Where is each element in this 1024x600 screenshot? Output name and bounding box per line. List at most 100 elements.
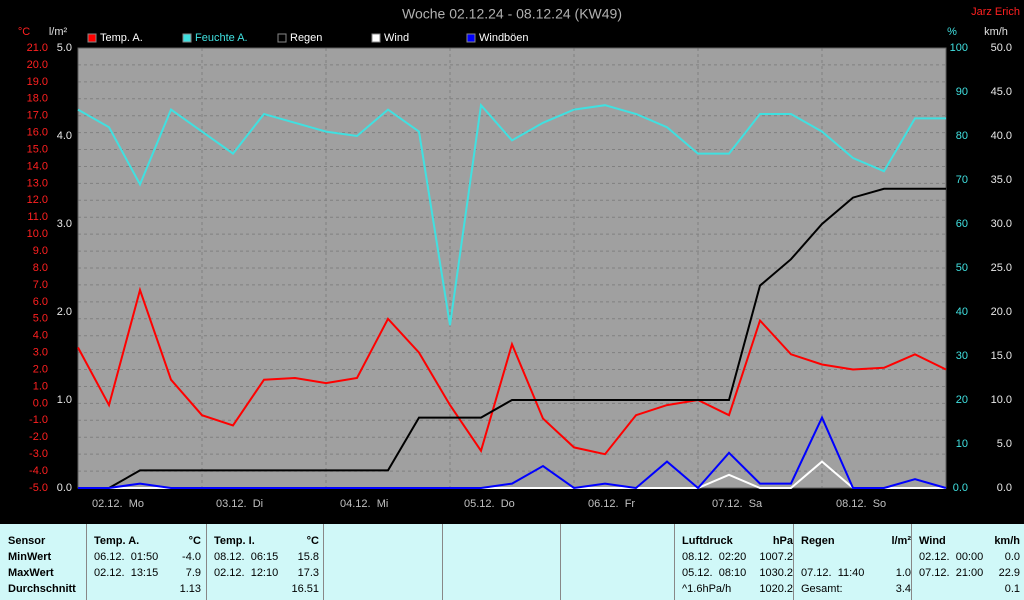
y3-axis-unit: % xyxy=(947,26,957,38)
y3-tick-label: 30 xyxy=(956,350,968,362)
y-tick-label: 19.0 xyxy=(27,76,48,88)
y-tick-label: 6.0 xyxy=(33,296,48,308)
cell: 1020.2 xyxy=(759,583,793,595)
y4-axis-unit: km/h xyxy=(984,26,1008,38)
y3-tick-label: 10 xyxy=(956,438,968,450)
cell: 05.12. 08:10 xyxy=(682,567,747,579)
y-tick-label: 15.0 xyxy=(27,143,48,155)
x-tick-label: 02.12. Mo xyxy=(92,498,144,510)
y-tick-label: 11.0 xyxy=(27,211,48,223)
y2-tick-label: 3.0 xyxy=(57,218,72,230)
y3-tick-label: 60 xyxy=(956,218,968,230)
cell: 1030.2 xyxy=(759,567,793,579)
divider xyxy=(206,524,207,600)
x-tick-label: 03.12. Di xyxy=(216,498,263,510)
cell: 15.8 xyxy=(297,551,319,563)
group-unit: °C xyxy=(306,535,319,547)
group-unit: km/h xyxy=(994,535,1020,547)
cell: 22.9 xyxy=(998,567,1020,579)
y-tick-label: 0.0 xyxy=(33,397,48,409)
legend-label: Regen xyxy=(290,32,322,44)
y2-axis-unit: l/m² xyxy=(49,26,68,38)
cell: 1007.2 xyxy=(759,551,793,563)
legend-label: Temp. A. xyxy=(100,32,143,44)
legend-swatch xyxy=(371,33,381,43)
divider xyxy=(674,524,675,600)
legend-swatch xyxy=(87,33,97,43)
x-tick-label: 08.12. So xyxy=(836,498,886,510)
y-tick-label: 21.0 xyxy=(27,42,48,54)
legend-swatch xyxy=(277,33,287,43)
divider xyxy=(911,524,912,600)
y-tick-label: -5.0 xyxy=(29,482,48,494)
series-line xyxy=(78,415,947,490)
legend-swatch xyxy=(466,33,476,43)
y4-tick-label: 45.0 xyxy=(991,86,1012,98)
y-tick-label: 16.0 xyxy=(27,127,48,139)
cell: ^1.6hPa/h xyxy=(682,583,732,595)
group-name: Temp. A. xyxy=(94,535,140,547)
y-tick-label: -3.0 xyxy=(29,448,48,460)
cell: 02.12. 12:10 xyxy=(214,567,279,579)
cell: 08.12. 02:20 xyxy=(682,551,747,563)
y-tick-label: 12.0 xyxy=(27,194,48,206)
legend-label: Windböen xyxy=(479,32,529,44)
stats-table: Sensor MinWert MaxWert Durchschnitt Temp. A.… xyxy=(0,524,1024,600)
y3-tick-label: 0.0 xyxy=(953,482,968,494)
y-tick-label: -2.0 xyxy=(29,431,48,443)
group-unit: l/m² xyxy=(891,535,911,547)
group-name: Temp. I. xyxy=(214,535,255,547)
cell: 02.12. 13:15 xyxy=(94,567,159,579)
y4-tick-label: 25.0 xyxy=(991,262,1012,274)
cell: Gesamt: xyxy=(801,583,843,595)
x-tick-label: 04.12. Mi xyxy=(340,498,388,510)
cell: 17.3 xyxy=(297,567,319,579)
divider xyxy=(560,524,561,600)
series-line xyxy=(77,102,946,326)
group-unit: °C xyxy=(188,535,201,547)
y-tick-label: 2.0 xyxy=(33,363,48,375)
x-tick-label: 07.12. Sa xyxy=(712,498,763,510)
legend-label: Wind xyxy=(384,32,409,44)
cell: 1.13 xyxy=(179,583,201,595)
y3-tick-label: 70 xyxy=(956,174,968,186)
group-name: Luftdruck xyxy=(682,535,733,547)
y3-tick-label: 100 xyxy=(950,42,968,54)
y-tick-label: 10.0 xyxy=(27,228,48,240)
chart-title: Woche 02.12.24 - 08.12.24 (KW49) xyxy=(402,6,622,22)
y-tick-label: -1.0 xyxy=(29,414,48,426)
row-label: MinWert xyxy=(8,551,52,563)
x-tick-label: 05.12. Do xyxy=(464,498,515,510)
y3-tick-label: 90 xyxy=(956,86,968,98)
row-label: Durchschnitt xyxy=(8,583,76,595)
chart: Woche 02.12.24 - 08.12.24 (KW49) Jarz Er… xyxy=(18,6,1020,510)
y4-tick-label: 0.0 xyxy=(997,482,1012,494)
y4-tick-label: 15.0 xyxy=(991,350,1012,362)
series-line xyxy=(77,286,947,456)
y4-tick-label: 20.0 xyxy=(991,306,1012,318)
cell: 07.12. 11:40 xyxy=(801,567,865,579)
y2-tick-label: 1.0 xyxy=(57,394,72,406)
y2-tick-label: 0.0 xyxy=(57,482,72,494)
y4-tick-label: 5.0 xyxy=(997,438,1012,450)
y3-tick-label: 50 xyxy=(956,262,968,274)
cell: -4.0 xyxy=(182,551,201,563)
y-tick-label: -4.0 xyxy=(29,465,48,477)
y-tick-label: 8.0 xyxy=(33,262,48,274)
cell: 16.51 xyxy=(291,583,319,595)
y-tick-label: 7.0 xyxy=(33,279,48,291)
y-tick-label: 5.0 xyxy=(33,313,48,325)
divider xyxy=(793,524,794,600)
y2-tick-label: 2.0 xyxy=(57,306,72,318)
series-line xyxy=(78,187,946,489)
cell: 0.0 xyxy=(1004,551,1020,563)
y4-tick-label: 10.0 xyxy=(991,394,1012,406)
group-name: Regen xyxy=(801,535,835,547)
cell: 0.1 xyxy=(1004,583,1020,595)
y-axis-unit: °C xyxy=(18,26,30,38)
cell: 7.9 xyxy=(185,567,201,579)
x-tick-label: 06.12. Fr xyxy=(588,498,635,510)
y2-tick-label: 4.0 xyxy=(57,130,72,142)
y4-tick-label: 35.0 xyxy=(991,174,1012,186)
divider xyxy=(86,524,87,600)
